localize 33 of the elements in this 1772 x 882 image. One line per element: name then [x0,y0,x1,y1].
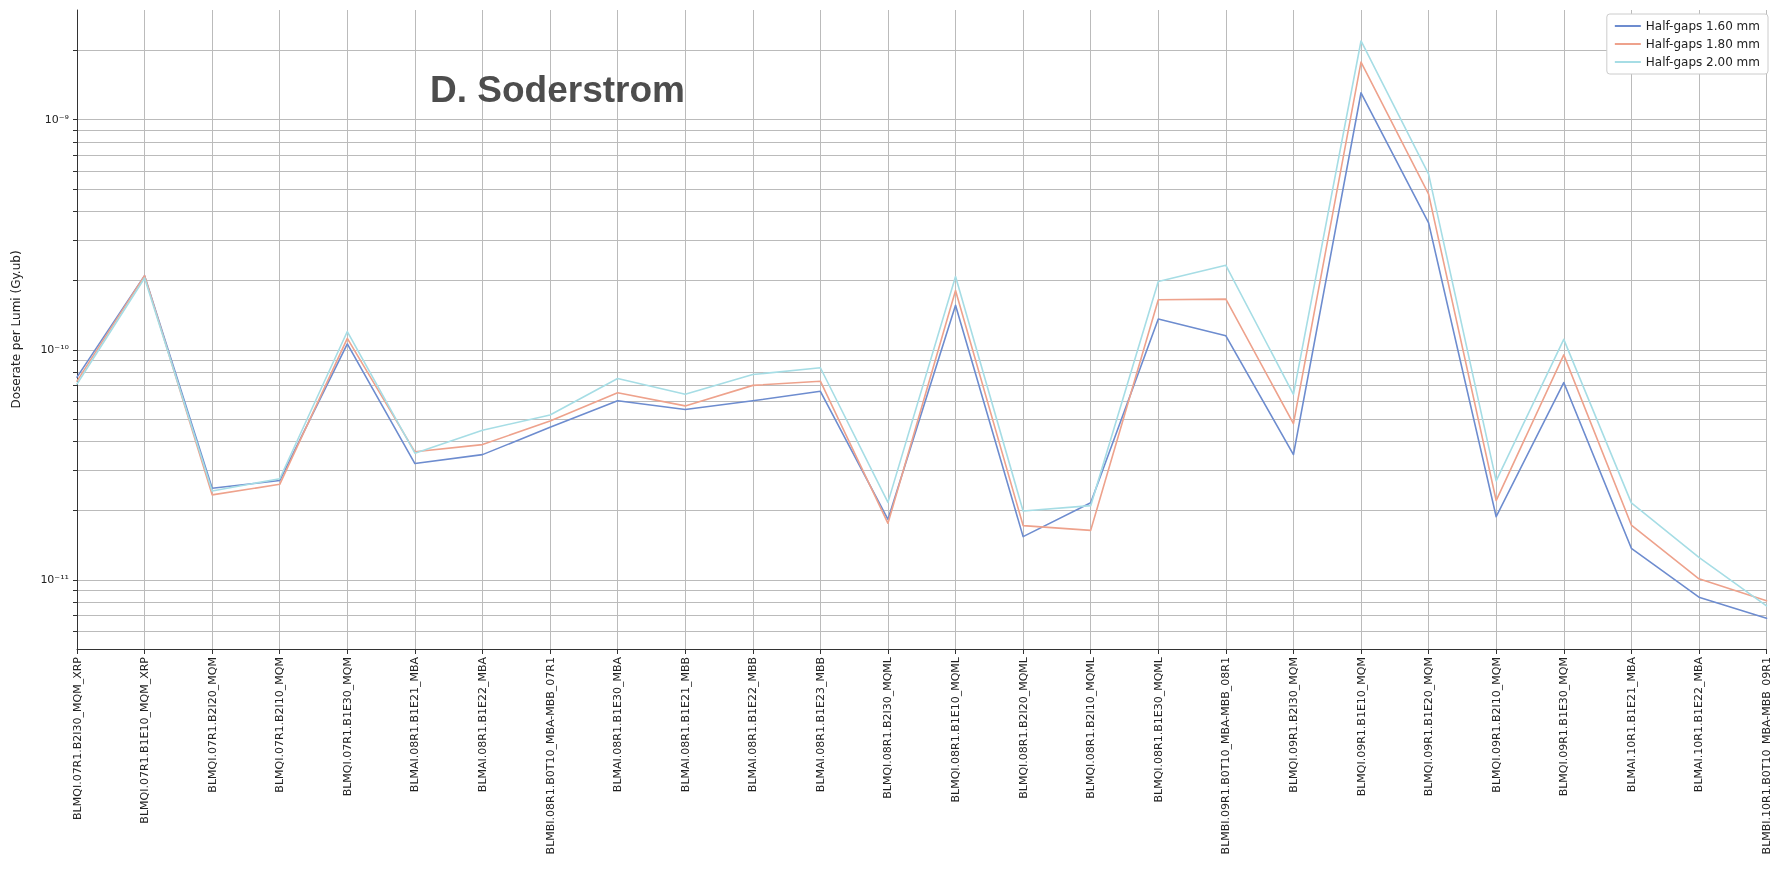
legend-label: Half-gaps 1.60 mm [1645,19,1761,33]
x-tick-label: BLMQI.08R1.B1E30_MQML [1151,656,1165,803]
x-tick-label: BLMQI.07R1.B1E10_MQM_XRP [138,656,152,824]
x-tick-label: BLMQI.07R1.B2I30_MQM_XRP [70,656,84,820]
y-tick-label: 10⁻¹¹ [40,573,69,587]
x-tick-label: BLMQI.09R1.B1E10_MQM [1354,657,1368,797]
x-tick-label: BLMQI.08R1.B2I10_MQML [1084,656,1098,799]
y-tick-label: 10⁻¹⁰ [40,343,70,357]
x-tick-label: BLMAI.08R1.B1E22_MBB [746,657,760,793]
x-tick-label: BLMQI.08R1.B1E10_MQML [949,656,963,803]
x-tick-label: BLMQI.07R1.B1E30_MQM [340,657,354,797]
x-tick-label: BLMAI.10R1.B1E21_MBA [1624,656,1638,793]
y-tick-label: 10⁻⁹ [44,113,69,127]
x-tick-label: BLMAI.08R1.B1E21_MBA [408,656,422,793]
text: D. Soderstrom [430,69,685,110]
x-tick-label: BLMBI.08R1.B0T10_MBA-MBB_07R1 [543,657,557,855]
x-tick-label: BLMAI.10R1.B1E22_MBA [1692,656,1706,793]
legend-label: Half-gaps 1.80 mm [1645,37,1761,51]
x-tick-label: BLMQI.09R1.B2I10_MQM [1489,657,1503,793]
x-tick-label: BLMQI.08R1.B2I30_MQML [881,656,895,799]
x-tick-label: BLMQI.09R1.B1E20_MQM [1422,657,1436,797]
x-tick-label: BLMAI.08R1.B1E21_MBB [678,657,692,793]
x-tick-label: BLMQI.07R1.B2I10_MQM [273,657,287,793]
x-tick-label: BLMQI.09R1.B1E30_MQM [1557,657,1571,797]
x-tick-label: BLMAI.08R1.B1E30_MBA [611,656,625,793]
y-axis-title: Doserate per Lumi (Gy.ub) [9,250,23,409]
x-tick-label: BLMAI.08R1.B1E22_MBA [475,656,489,793]
legend-label: Half-gaps 2.00 mm [1645,55,1761,69]
x-tick-label: BLMQI.07R1.B2I20_MQM [205,657,219,793]
x-tick-label: BLMQI.09R1.B2I30_MQM [1286,657,1300,793]
x-tick-label: BLMQI.08R1.B2I20_MQML [1016,656,1030,799]
x-tick-label: BLMAI.08R1.B1E23_MBB [813,657,827,793]
x-tick-label: BLMBI.09R1.B0T10_MBA-MBB_08R1 [1219,657,1233,855]
